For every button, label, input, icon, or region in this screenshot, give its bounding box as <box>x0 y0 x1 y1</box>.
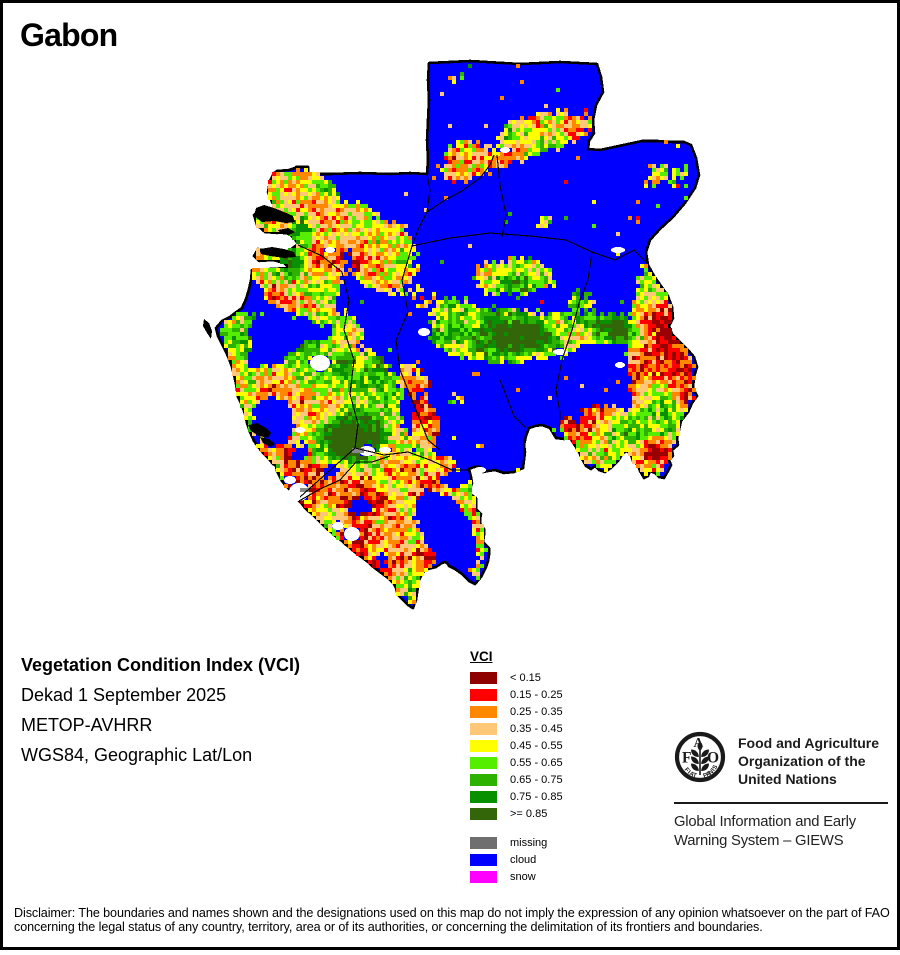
svg-text:P: P <box>702 772 708 780</box>
svg-text:I: I <box>686 769 692 776</box>
svg-text:A: A <box>688 770 696 779</box>
svg-text:F: F <box>683 766 691 774</box>
svg-text:S: S <box>711 764 719 771</box>
svg-text:T: T <box>692 772 698 780</box>
svg-text:A: A <box>705 770 713 779</box>
svg-text:F: F <box>682 750 691 767</box>
svg-text:O: O <box>707 750 719 767</box>
svg-text:I: I <box>710 767 717 773</box>
svg-text:N: N <box>707 768 715 777</box>
svg-text:A: A <box>694 735 704 750</box>
